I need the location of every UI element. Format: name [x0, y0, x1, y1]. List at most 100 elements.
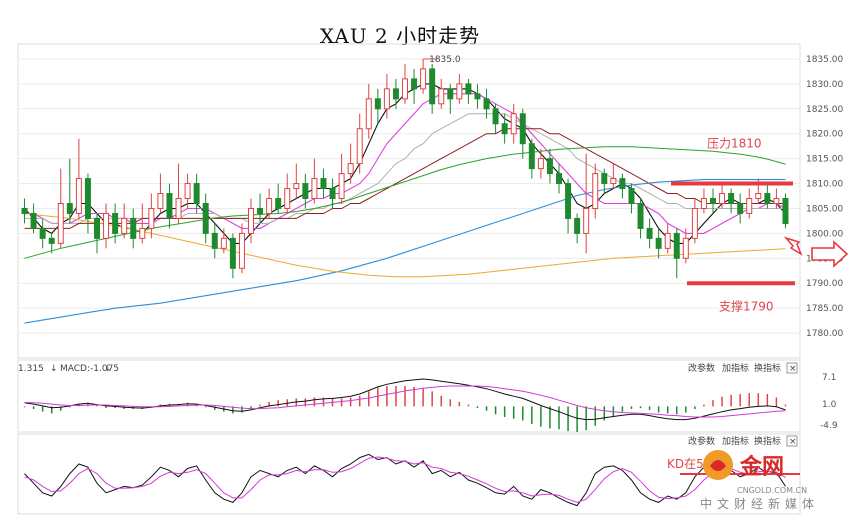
moving-average-line — [24, 146, 786, 259]
candle — [483, 88, 490, 119]
candle-body — [691, 207, 698, 239]
candle-body — [492, 108, 499, 125]
candle — [637, 198, 644, 239]
candle — [21, 198, 28, 224]
candle-body — [719, 193, 726, 204]
candle — [75, 138, 82, 219]
candle — [365, 83, 372, 139]
candle-body — [710, 198, 716, 204]
candle — [311, 158, 318, 204]
candle — [220, 228, 227, 254]
macd-close-button[interactable] — [786, 362, 798, 374]
candle — [583, 153, 590, 254]
candle — [619, 173, 626, 199]
candle-body — [519, 113, 526, 145]
candle-body — [746, 198, 753, 214]
down-arrow-small-icon: ↓ — [50, 364, 58, 374]
candle-body — [112, 212, 119, 234]
kd-add-indicator-button[interactable]: 加指标 — [722, 435, 749, 447]
macd-dea-line — [24, 385, 786, 418]
candle — [48, 233, 55, 254]
candle — [84, 173, 91, 234]
close-icon[interactable]: × — [789, 364, 797, 374]
candle-body — [302, 183, 309, 200]
moving-average-line — [24, 83, 786, 244]
candle-body — [773, 198, 780, 204]
close-icon[interactable]: × — [789, 437, 797, 447]
candle — [57, 168, 64, 249]
candle-body — [84, 178, 91, 219]
candle-body — [347, 163, 354, 175]
candle — [39, 218, 46, 249]
candle — [746, 188, 753, 219]
candle — [537, 148, 544, 179]
macd-header: MACD:-1.075 — [60, 364, 119, 374]
candle-body — [184, 183, 191, 200]
resistance-annotation: 压力1810 — [671, 137, 793, 186]
candle — [257, 193, 264, 224]
candle — [456, 73, 463, 104]
candle-body — [429, 68, 436, 105]
candle-body — [39, 227, 46, 239]
candle-body — [664, 232, 671, 249]
candle — [691, 198, 698, 244]
y-tick-label: 1785.00 — [806, 304, 843, 314]
kd-switch-indicator-button[interactable]: 换指标 — [754, 435, 781, 447]
candle-body — [510, 113, 517, 135]
candle-body — [546, 158, 553, 175]
candle-body — [21, 207, 28, 214]
candle-body — [592, 173, 599, 209]
logo-name: 金网 — [739, 454, 784, 480]
candle-body — [619, 178, 626, 190]
candle-body — [528, 143, 535, 170]
candle-body — [157, 193, 164, 209]
candle — [392, 78, 399, 109]
y-tick-label: 1780.00 — [806, 329, 843, 339]
kd-params-button[interactable]: 改参数 — [688, 435, 715, 447]
kd-k-line — [24, 453, 786, 507]
candle — [402, 63, 408, 104]
candle — [610, 163, 617, 189]
candle-body — [211, 232, 218, 249]
candle-body — [583, 207, 590, 234]
candle — [700, 188, 707, 214]
candle-body — [311, 178, 318, 200]
candle — [148, 193, 155, 239]
candle-body — [248, 207, 254, 234]
candle-body — [383, 88, 390, 110]
candle — [320, 168, 327, 199]
kd-annotation: KD在5 — [667, 457, 704, 471]
candle — [501, 113, 508, 144]
candle-body — [284, 188, 291, 209]
support-label: 支撑1790 — [719, 299, 774, 314]
candle-body — [30, 212, 37, 229]
candle — [411, 68, 418, 104]
logo-flame-icon — [710, 460, 726, 471]
candle — [782, 193, 789, 229]
moving-average-line — [24, 179, 786, 324]
resistance-label: 压力1810 — [707, 137, 762, 151]
macd-params-button[interactable]: 改参数 — [688, 362, 715, 374]
moving-average-line — [24, 128, 786, 229]
candlesticks — [21, 58, 789, 279]
candle — [157, 173, 164, 214]
candle-body — [293, 183, 300, 190]
candle — [248, 198, 254, 244]
candle-body — [764, 193, 771, 204]
candle-body — [474, 93, 481, 100]
candle — [166, 183, 173, 229]
candle — [764, 183, 771, 209]
candle — [737, 193, 744, 224]
macd-add-indicator-button[interactable]: 加指标 — [722, 362, 749, 374]
kd-close-button[interactable] — [786, 435, 798, 447]
candle-body — [166, 193, 173, 219]
candle — [383, 73, 390, 119]
down-arrow-icon — [783, 236, 803, 256]
candle-body — [329, 188, 336, 200]
macd-tick-mid: 1.0 — [822, 400, 837, 410]
candle — [329, 178, 336, 209]
candle-body — [728, 193, 735, 204]
macd-switch-indicator-button[interactable]: 换指标 — [754, 362, 781, 374]
candle — [302, 173, 309, 209]
candle-body — [610, 178, 617, 185]
